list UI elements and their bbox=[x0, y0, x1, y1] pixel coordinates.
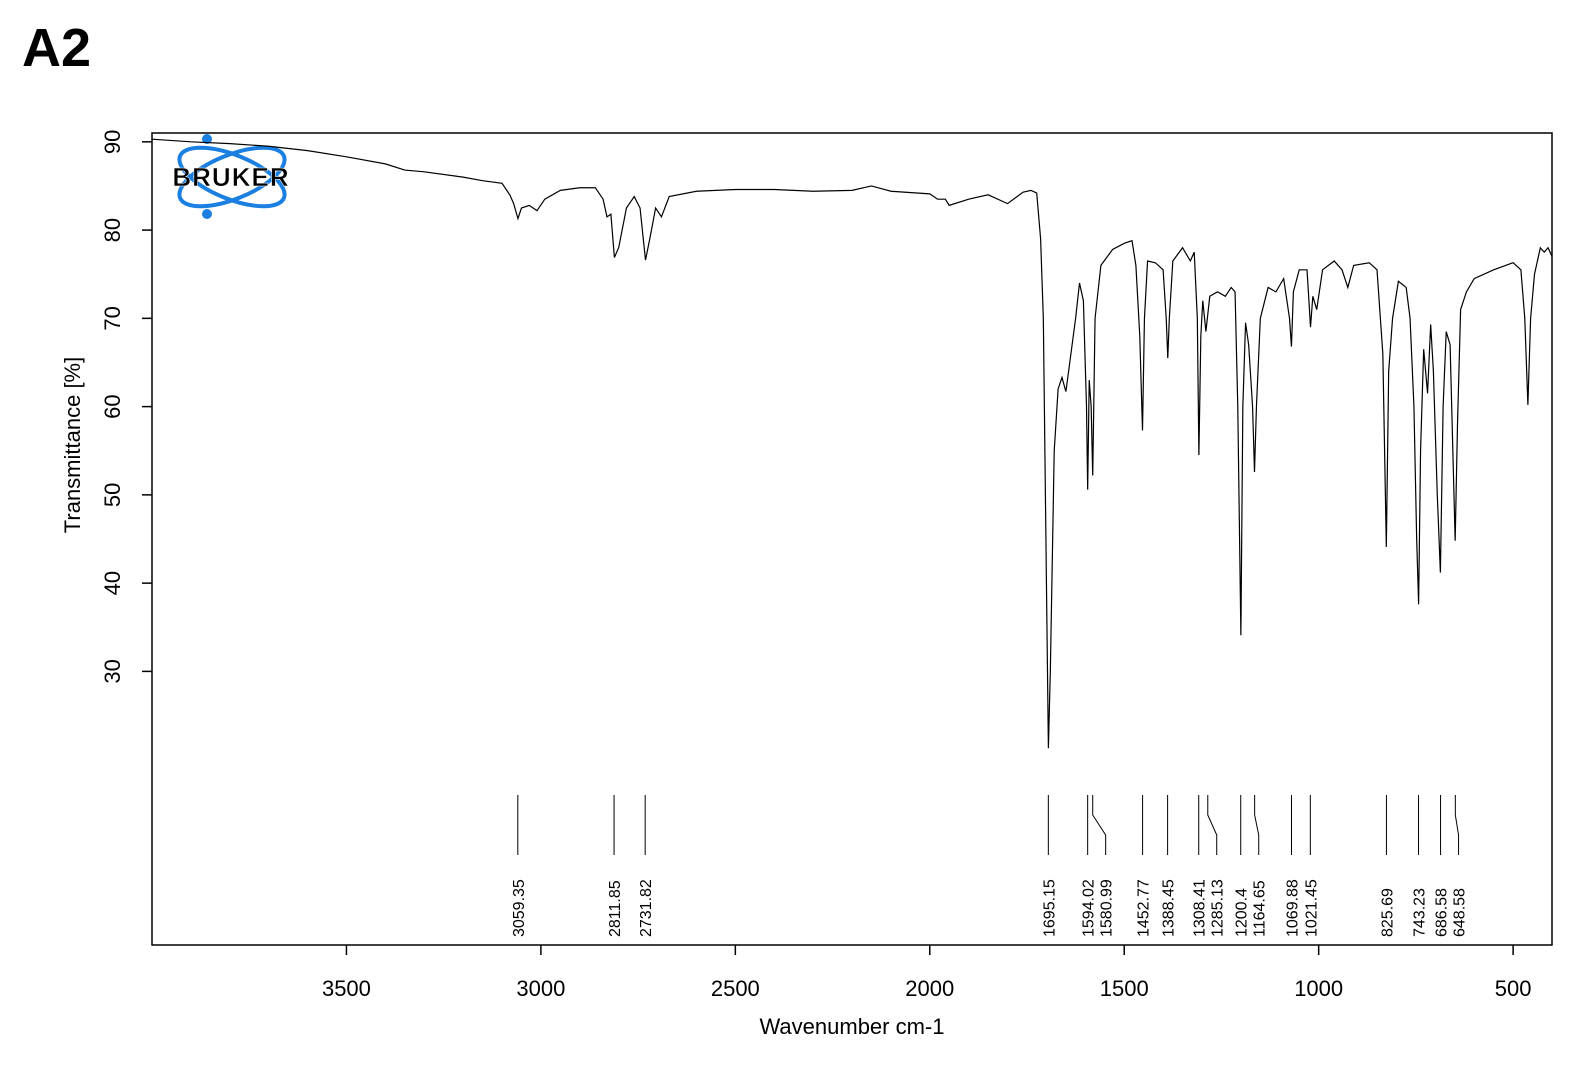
peak-label: 1021.45 bbox=[1303, 879, 1320, 937]
logo-text: BRUKER bbox=[172, 162, 289, 192]
peak-label: 1388.45 bbox=[1161, 879, 1178, 937]
peak-marker bbox=[1254, 795, 1260, 855]
plot-frame bbox=[151, 132, 1553, 946]
peak-label: 2731.82 bbox=[638, 879, 655, 937]
peak-label: 825.69 bbox=[1379, 888, 1396, 937]
peak-label: 648.58 bbox=[1452, 888, 1469, 937]
x-tick-label: 2500 bbox=[711, 976, 760, 1001]
peak-label: 686.58 bbox=[1434, 888, 1451, 937]
peak-label: 1695.15 bbox=[1041, 879, 1058, 937]
y-tick-label: 40 bbox=[100, 571, 125, 595]
logo-dot bbox=[202, 134, 212, 144]
x-tick-label: 1500 bbox=[1100, 976, 1149, 1001]
spectrum-line bbox=[151, 138, 1553, 749]
peak-label: 1069.88 bbox=[1284, 879, 1301, 937]
logo-orbit bbox=[177, 145, 287, 209]
y-tick-label: 70 bbox=[100, 306, 125, 330]
y-tick-label: 90 bbox=[100, 130, 125, 154]
y-tick-label: 30 bbox=[100, 659, 125, 683]
peak-label: 1452.77 bbox=[1136, 879, 1153, 937]
peak-label: 1164.65 bbox=[1252, 880, 1269, 937]
peak-label: 2811.85 bbox=[607, 880, 624, 937]
x-tick-label: 3000 bbox=[516, 976, 565, 1001]
peak-marker bbox=[1207, 795, 1218, 855]
peak-label: 3059.35 bbox=[511, 879, 528, 937]
peak-label: 1285.13 bbox=[1210, 879, 1227, 937]
x-tick-label: 3500 bbox=[322, 976, 371, 1001]
peak-label: 1200.4 bbox=[1234, 888, 1251, 937]
x-axis-label: Wavenumber cm-1 bbox=[759, 1014, 944, 1039]
y-axis-label: Transmittance [%] bbox=[60, 357, 85, 533]
peak-marker bbox=[1454, 795, 1460, 855]
x-tick-label: 1000 bbox=[1294, 976, 1343, 1001]
peak-label: 1594.02 bbox=[1081, 879, 1098, 937]
peak-label: 1580.99 bbox=[1099, 879, 1116, 937]
panel-label: A2 bbox=[22, 18, 91, 78]
peak-marker bbox=[1092, 795, 1107, 855]
logo-orbit bbox=[177, 145, 287, 209]
y-tick-label: 60 bbox=[100, 394, 125, 418]
peak-label: 743.23 bbox=[1412, 888, 1429, 937]
y-tick-label: 80 bbox=[100, 218, 125, 242]
x-tick-label: 2000 bbox=[905, 976, 954, 1001]
peak-label: 1308.41 bbox=[1192, 879, 1209, 937]
x-tick-label: 500 bbox=[1495, 976, 1532, 1001]
logo: BRUKER bbox=[172, 134, 289, 219]
logo-dot bbox=[202, 209, 212, 219]
y-tick-label: 50 bbox=[100, 483, 125, 507]
